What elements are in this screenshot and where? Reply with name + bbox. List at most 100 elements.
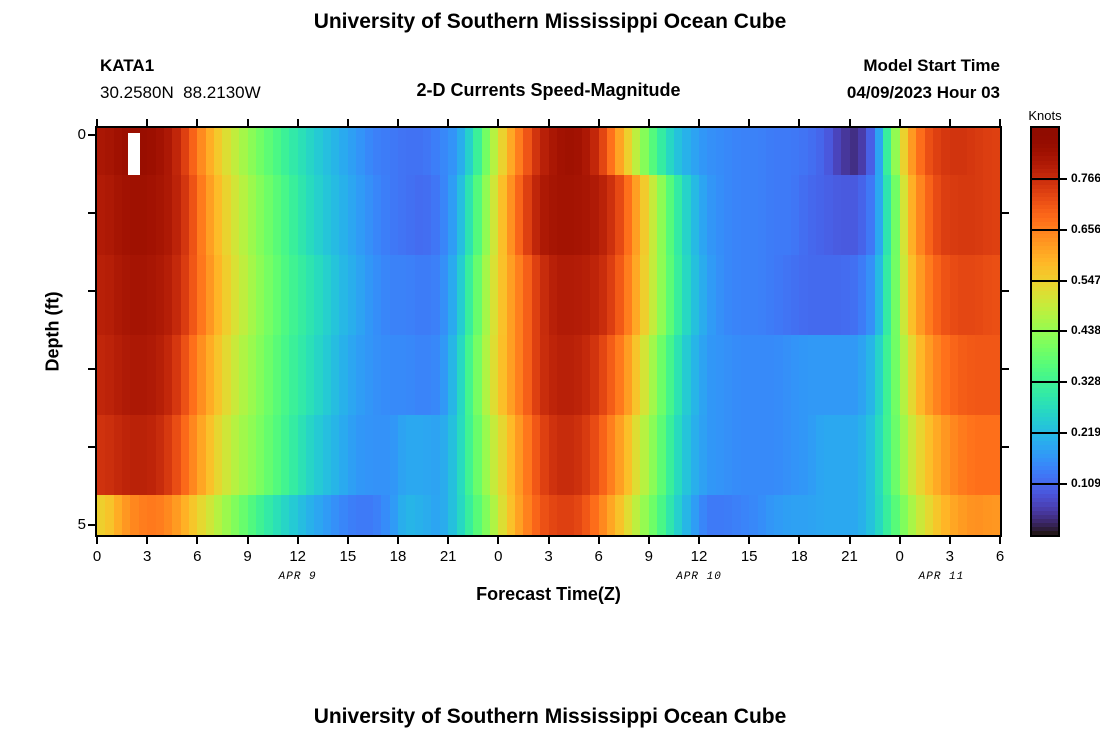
heatmap-cell: [832, 175, 842, 255]
heatmap-cell: [113, 495, 123, 535]
y-tick-mark-minor: [88, 446, 95, 448]
heatmap-cell: [163, 128, 173, 175]
heatmap-cell: [439, 495, 449, 535]
heatmap-cell: [824, 495, 834, 535]
heatmap-cell: [983, 255, 993, 335]
heatmap-cell: [398, 495, 407, 535]
heatmap-cell: [130, 415, 140, 495]
heatmap-cell: [456, 128, 466, 175]
heatmap-cell: [364, 128, 374, 175]
heatmap-cell: [180, 495, 190, 535]
heatmap-cell: [389, 335, 399, 415]
heatmap-cell: [222, 495, 232, 535]
heatmap-cell: [966, 128, 976, 175]
heatmap-cell: [724, 335, 734, 415]
heatmap-cell: [966, 335, 976, 415]
heatmap-cell: [356, 128, 366, 175]
heatmap-cell: [707, 495, 717, 535]
heatmap-cell: [255, 335, 265, 415]
heatmap-cell: [147, 175, 157, 255]
heatmap-cell: [289, 128, 299, 175]
colorbar-strip: [1032, 323, 1058, 329]
heatmap-cell: [163, 335, 173, 415]
heatmap-cell: [841, 495, 851, 535]
x-tick-mark: [246, 537, 249, 544]
heatmap-cell: [565, 255, 575, 335]
heatmap-cell: [255, 175, 265, 255]
heatmap-cell: [891, 255, 901, 335]
heatmap-cell: [230, 495, 240, 535]
heatmap-cell: [289, 495, 299, 535]
heatmap-cell: [306, 255, 315, 335]
heatmap-cell: [623, 255, 633, 335]
heatmap-cell: [506, 335, 516, 415]
colorbar-strip: [1032, 388, 1058, 394]
heatmap-cell: [665, 128, 675, 175]
colorbar-strip: [1032, 270, 1058, 276]
heatmap-cell: [239, 415, 249, 495]
heatmap-cell: [866, 335, 876, 415]
heatmap-cell: [481, 335, 491, 415]
heatmap-cell: [882, 335, 892, 415]
heatmap-cell: [774, 255, 784, 335]
heatmap-cell: [949, 175, 959, 255]
colorbar-tick-stub: [1060, 432, 1067, 435]
colorbar-strip: [1032, 303, 1058, 308]
x-tick-mark-top: [798, 119, 801, 126]
heatmap-cell: [97, 175, 106, 255]
heatmap-cell: [882, 175, 892, 255]
heatmap-cell: [473, 128, 483, 175]
heatmap-cell: [540, 128, 550, 175]
heatmap-cell: [707, 175, 717, 255]
heatmap-cell: [439, 175, 449, 255]
heatmap-cell: [565, 128, 575, 175]
heatmap-cell: [732, 128, 742, 175]
heatmap-row-depth-2: [97, 255, 1000, 335]
heatmap-cell: [565, 175, 575, 255]
y-tick-mark-right: [1002, 212, 1009, 214]
heatmap-cell: [615, 415, 625, 495]
heatmap-cell: [172, 255, 182, 335]
heatmap-cell: [673, 335, 683, 415]
heatmap-cell: [322, 175, 332, 255]
heatmap-cell: [682, 128, 692, 175]
colorbar-strip: [1032, 449, 1058, 455]
heatmap-cell: [222, 128, 232, 175]
colorbar-strip: [1032, 494, 1058, 499]
heatmap-cell: [816, 175, 825, 255]
colorbar-strip: [1032, 425, 1058, 430]
x-tick-mark: [647, 537, 650, 544]
heatmap-cell: [155, 495, 165, 535]
heatmap-cell: [130, 495, 140, 535]
colorbar-strip: [1032, 404, 1058, 410]
heatmap-cell: [632, 495, 642, 535]
heatmap-cell: [448, 255, 458, 335]
heatmap-cell: [163, 255, 173, 335]
heatmap-cell: [573, 415, 583, 495]
heatmap-cell: [866, 495, 876, 535]
heatmap-cell: [974, 128, 984, 175]
heatmap-cell: [239, 128, 249, 175]
heatmap-cell: [372, 415, 382, 495]
heatmap-cell: [707, 335, 717, 415]
heatmap-cell: [849, 175, 859, 255]
colorbar-strip: [1032, 469, 1058, 475]
heatmap-cell: [991, 175, 1000, 255]
heatmap-cell: [489, 128, 499, 175]
heatmap-cell: [648, 175, 658, 255]
heatmap-cell: [448, 335, 458, 415]
heatmap-cell: [740, 495, 750, 535]
heatmap-cell: [699, 255, 708, 335]
colorbar-units-label: Knots: [1028, 108, 1062, 123]
heatmap-cell: [790, 255, 800, 335]
x-axis-label: Forecast Time(Z): [476, 584, 621, 604]
heatmap-cell: [255, 415, 265, 495]
heatmap-cell: [347, 335, 357, 415]
y-tick-mark-right: [1002, 446, 1009, 448]
heatmap-cell: [974, 495, 984, 535]
colorbar-strip: [1032, 530, 1058, 535]
heatmap-cell: [272, 255, 282, 335]
heatmap-cell: [255, 128, 265, 175]
heatmap-cell: [489, 495, 499, 535]
heatmap-cell: [874, 128, 884, 175]
